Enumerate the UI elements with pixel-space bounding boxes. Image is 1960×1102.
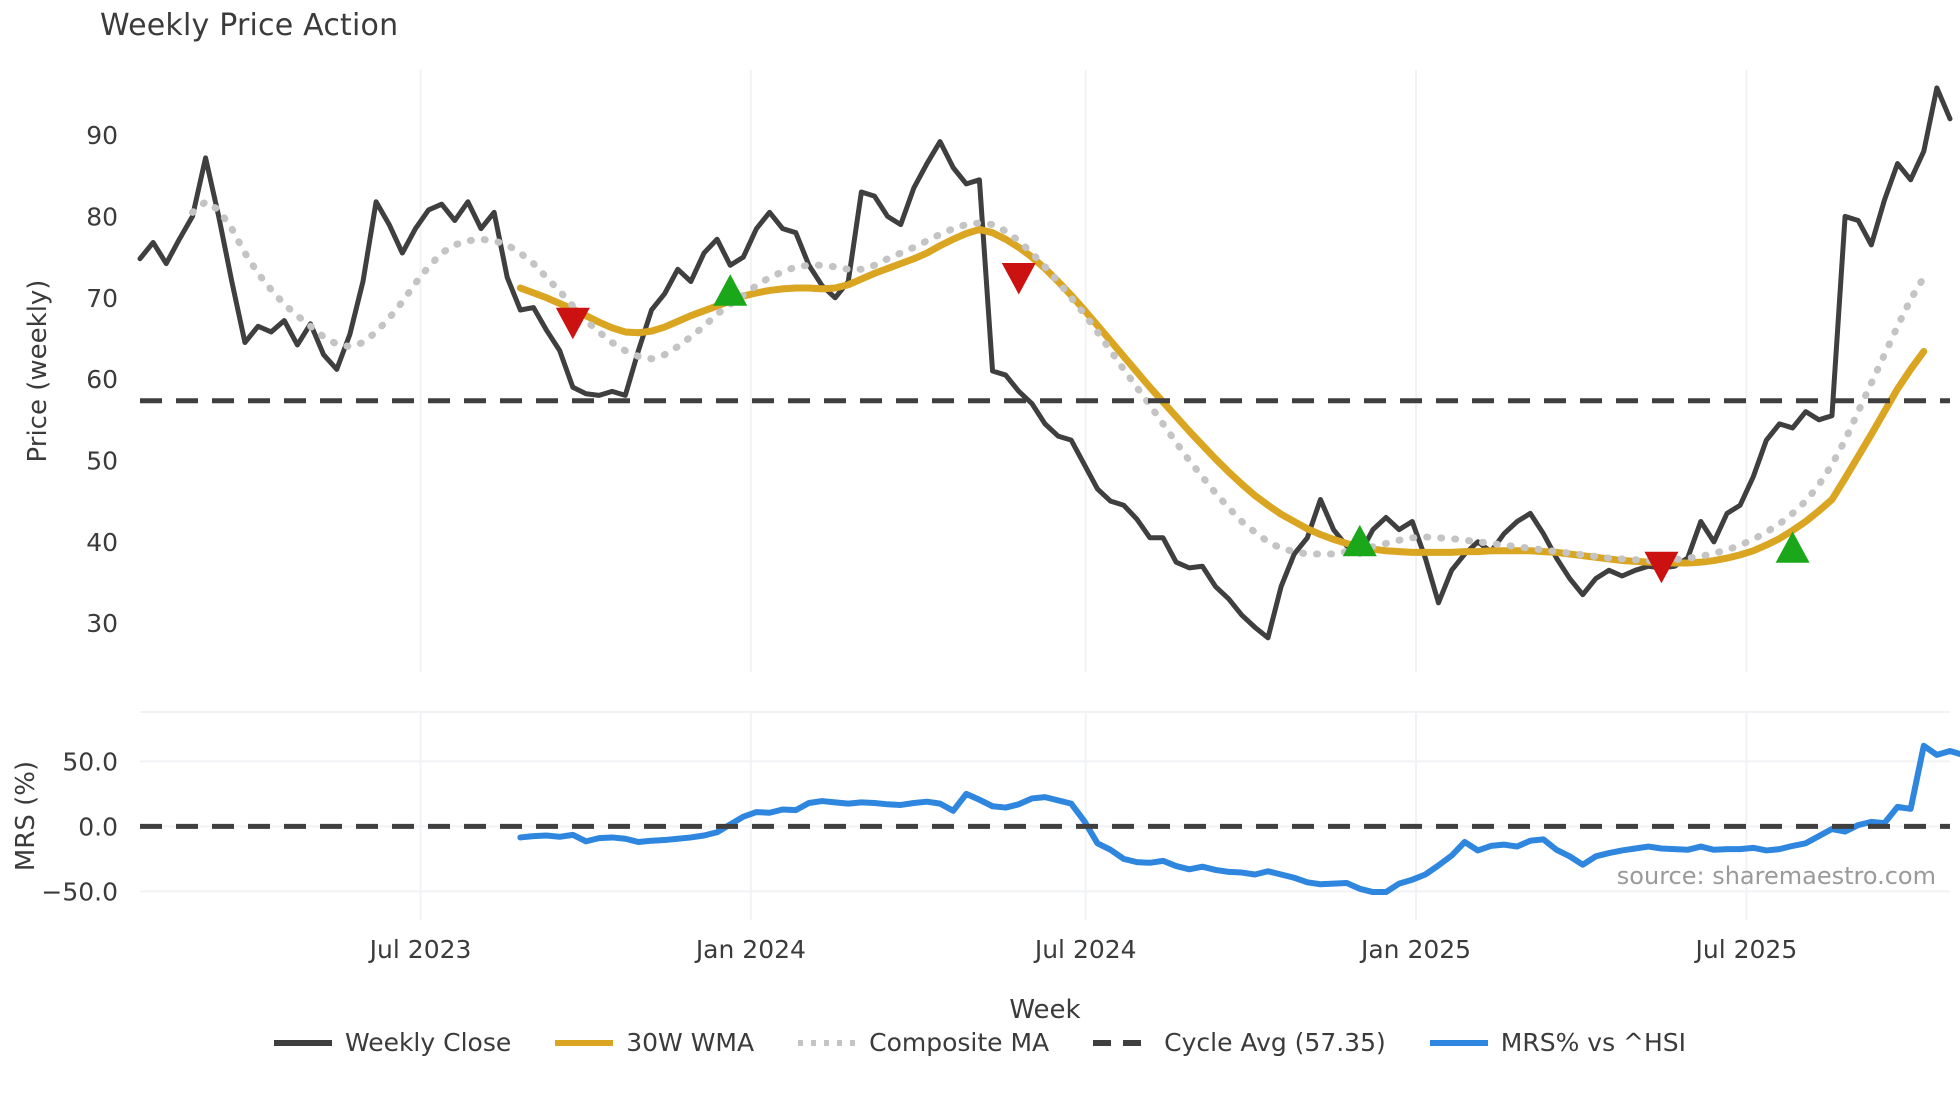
legend-swatch-cycle_avg bbox=[1093, 1039, 1152, 1046]
series-mrs-vs-hsi bbox=[517, 742, 1960, 896]
axis-titles: Price (weekly) MRS (%) Week bbox=[11, 280, 1081, 1025]
source-watermark: source: sharemaestro.com bbox=[1616, 862, 1936, 890]
price-gridlines bbox=[419, 70, 1748, 672]
chart-legend: Weekly Close 30W WMA Composite MA Cycle Avg… bbox=[0, 1028, 1960, 1057]
price-ytick-6: 90 bbox=[86, 121, 118, 150]
legend-label-composite_ma: Composite MA bbox=[869, 1028, 1050, 1057]
legend-item-composite_ma[interactable]: Composite MA bbox=[798, 1028, 1049, 1057]
xtick-1: Jan 2024 bbox=[694, 935, 806, 964]
legend-label-weekly_close: Weekly Close bbox=[344, 1028, 512, 1057]
legend-item-weekly_close[interactable]: Weekly Close bbox=[273, 1028, 512, 1057]
legend-item-cycle_avg[interactable]: Cycle Avg (57.35) bbox=[1093, 1028, 1386, 1057]
legend-swatch-wma bbox=[555, 1039, 614, 1046]
price-ytick-2: 50 bbox=[86, 446, 118, 475]
xtick-4: Jul 2025 bbox=[1694, 935, 1798, 964]
mrs-axis-label: MRS (%) bbox=[11, 761, 41, 871]
legend-item-mrs[interactable]: MRS% vs ^HSI bbox=[1429, 1028, 1687, 1057]
legend-swatch-composite_ma bbox=[798, 1039, 857, 1046]
sell-signal-marker-2[interactable] bbox=[1001, 262, 1036, 295]
legend-swatch-weekly_close bbox=[273, 1039, 332, 1046]
xtick-2: Jul 2024 bbox=[1033, 935, 1137, 964]
mrs-ytick-0: 50.0 bbox=[62, 747, 118, 776]
series-weekly-close bbox=[137, 85, 1953, 641]
price-ytick-5: 80 bbox=[86, 202, 118, 231]
sell-signal-marker-4[interactable] bbox=[1644, 551, 1679, 584]
mrs-series-group bbox=[140, 742, 1960, 896]
legend-item-wma[interactable]: 30W WMA bbox=[555, 1028, 754, 1057]
series-composite-ma bbox=[188, 198, 1928, 565]
price-ytick-1: 40 bbox=[86, 528, 118, 557]
price-axis-label: Price (weekly) bbox=[23, 280, 53, 463]
mrs-ytick-1: 0.0 bbox=[78, 812, 118, 841]
signal-markers-group bbox=[555, 262, 1810, 584]
xtick-0: Jul 2023 bbox=[368, 935, 472, 964]
sell-signal-marker-0[interactable] bbox=[555, 307, 590, 340]
legend-swatch-mrs bbox=[1429, 1039, 1488, 1046]
mrs-ytick-2: −50.0 bbox=[41, 877, 118, 906]
legend-label-mrs: MRS% vs ^HSI bbox=[1500, 1028, 1687, 1057]
buy-signal-marker-5[interactable] bbox=[1775, 531, 1810, 563]
price-series-group bbox=[137, 85, 1953, 641]
axis-tick-labels: 30 40 50 60 70 80 90 50.0 0.0 −50.0 Jul 2023 Jan 20… bbox=[41, 121, 1797, 964]
xtick-3: Jan 2025 bbox=[1359, 935, 1471, 964]
price-ytick-4: 70 bbox=[86, 284, 118, 313]
buy-signal-marker-3[interactable] bbox=[1342, 524, 1377, 557]
x-axis-label: Week bbox=[1009, 995, 1080, 1025]
legend-label-cycle_avg: Cycle Avg (57.35) bbox=[1164, 1028, 1386, 1057]
price-ytick-3: 60 bbox=[86, 365, 118, 394]
page-title: Weekly Price Action bbox=[100, 8, 399, 43]
buy-signal-marker-1[interactable] bbox=[713, 274, 748, 306]
series-30w-wma bbox=[516, 225, 1928, 567]
price-ytick-0: 30 bbox=[86, 609, 118, 638]
legend-label-wma: 30W WMA bbox=[626, 1028, 755, 1057]
